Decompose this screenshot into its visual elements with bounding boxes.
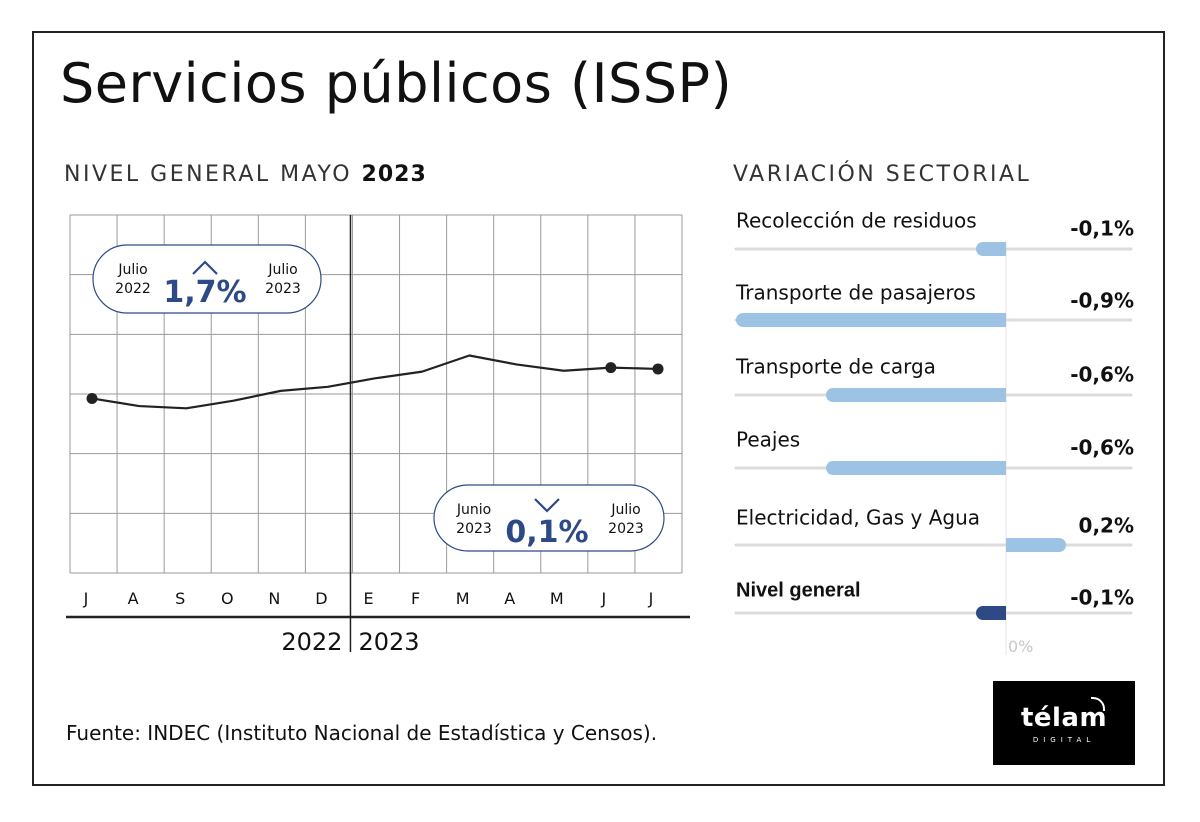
chevron-down-icon xyxy=(534,498,560,513)
bar-category-label: Transporte de pasajeros xyxy=(735,281,976,305)
bar xyxy=(826,388,1006,402)
bar-category-label: Recolección de residuos xyxy=(736,209,977,233)
bar xyxy=(976,242,1006,256)
telam-logo: télam DIGITAL xyxy=(993,681,1135,765)
x-tick-label: J xyxy=(83,589,90,608)
x-tick-label: S xyxy=(175,589,186,608)
bar-value-label: -0,1% xyxy=(1070,586,1134,610)
annotation-to-month: Julio xyxy=(267,262,297,278)
x-tick-label: O xyxy=(221,589,235,608)
x-tick-label: A xyxy=(504,589,516,608)
page-title: Servicios públicos (ISSP) xyxy=(60,52,733,115)
annotation-pill xyxy=(92,244,322,314)
bar-category-label: Nivel general xyxy=(736,579,861,601)
data-point xyxy=(605,362,617,374)
bar xyxy=(1006,538,1066,552)
bar-value-label: 0,2% xyxy=(1079,514,1134,538)
x-tick-label: M xyxy=(456,589,471,608)
bar-value-label: -0,9% xyxy=(1070,289,1134,313)
bar-category-label: Transporte de carga xyxy=(735,355,936,379)
x-tick-label: N xyxy=(268,589,281,608)
data-point xyxy=(652,363,664,375)
bar-value-label: -0,6% xyxy=(1070,436,1134,460)
annotation-from-year: 2023 xyxy=(456,521,492,537)
left-subtitle-main: NIVEL GENERAL MAYO xyxy=(64,162,362,187)
right-subtitle: VARIACIÓN SECTORIAL xyxy=(733,162,1032,187)
x-tick-label: A xyxy=(128,589,140,608)
x-tick-label: J xyxy=(648,589,655,608)
year-label-left: 2022 xyxy=(281,628,342,656)
x-tick-label: M xyxy=(550,589,565,608)
bar-value-label: -0,6% xyxy=(1070,363,1134,387)
annotation-from-month: Junio xyxy=(456,502,491,518)
data-point xyxy=(86,392,98,404)
signal-icon xyxy=(1091,697,1105,711)
annotation-to-year: 2023 xyxy=(608,521,644,537)
bar xyxy=(976,606,1006,620)
annotation-value: 0,1% xyxy=(505,515,588,550)
left-subtitle: NIVEL GENERAL MAYO 2023 xyxy=(64,162,427,187)
year-label-right: 2023 xyxy=(358,628,419,656)
logo-word: télam xyxy=(1020,703,1108,733)
annotation-value: 1,7% xyxy=(163,275,246,310)
bar xyxy=(826,461,1006,475)
annotation-to-year: 2023 xyxy=(265,281,301,297)
logo-sub: DIGITAL xyxy=(1032,736,1096,744)
annotation-pill xyxy=(433,484,665,552)
x-tick-label: D xyxy=(315,589,328,608)
bar-category-label: Peajes xyxy=(736,428,800,452)
series-line xyxy=(91,354,659,410)
bar-value-label: -0,1% xyxy=(1070,217,1134,241)
annotation-from-year: 2022 xyxy=(115,281,151,297)
x-tick-label: J xyxy=(601,589,608,608)
annotation-from-month: Julio xyxy=(117,262,147,278)
frame xyxy=(32,31,1165,786)
left-subtitle-year: 2023 xyxy=(361,162,427,187)
bar xyxy=(736,313,1006,327)
x-tick-label: F xyxy=(411,589,421,608)
source-note: Fuente: INDEC (Instituto Nacional de Est… xyxy=(66,721,658,745)
x-tick-label: E xyxy=(363,589,374,608)
annotation-to-month: Julio xyxy=(610,502,640,518)
chevron-up-icon xyxy=(192,260,218,275)
bar-category-label: Electricidad, Gas y Agua xyxy=(736,506,980,530)
zero-label: 0% xyxy=(1008,637,1033,656)
